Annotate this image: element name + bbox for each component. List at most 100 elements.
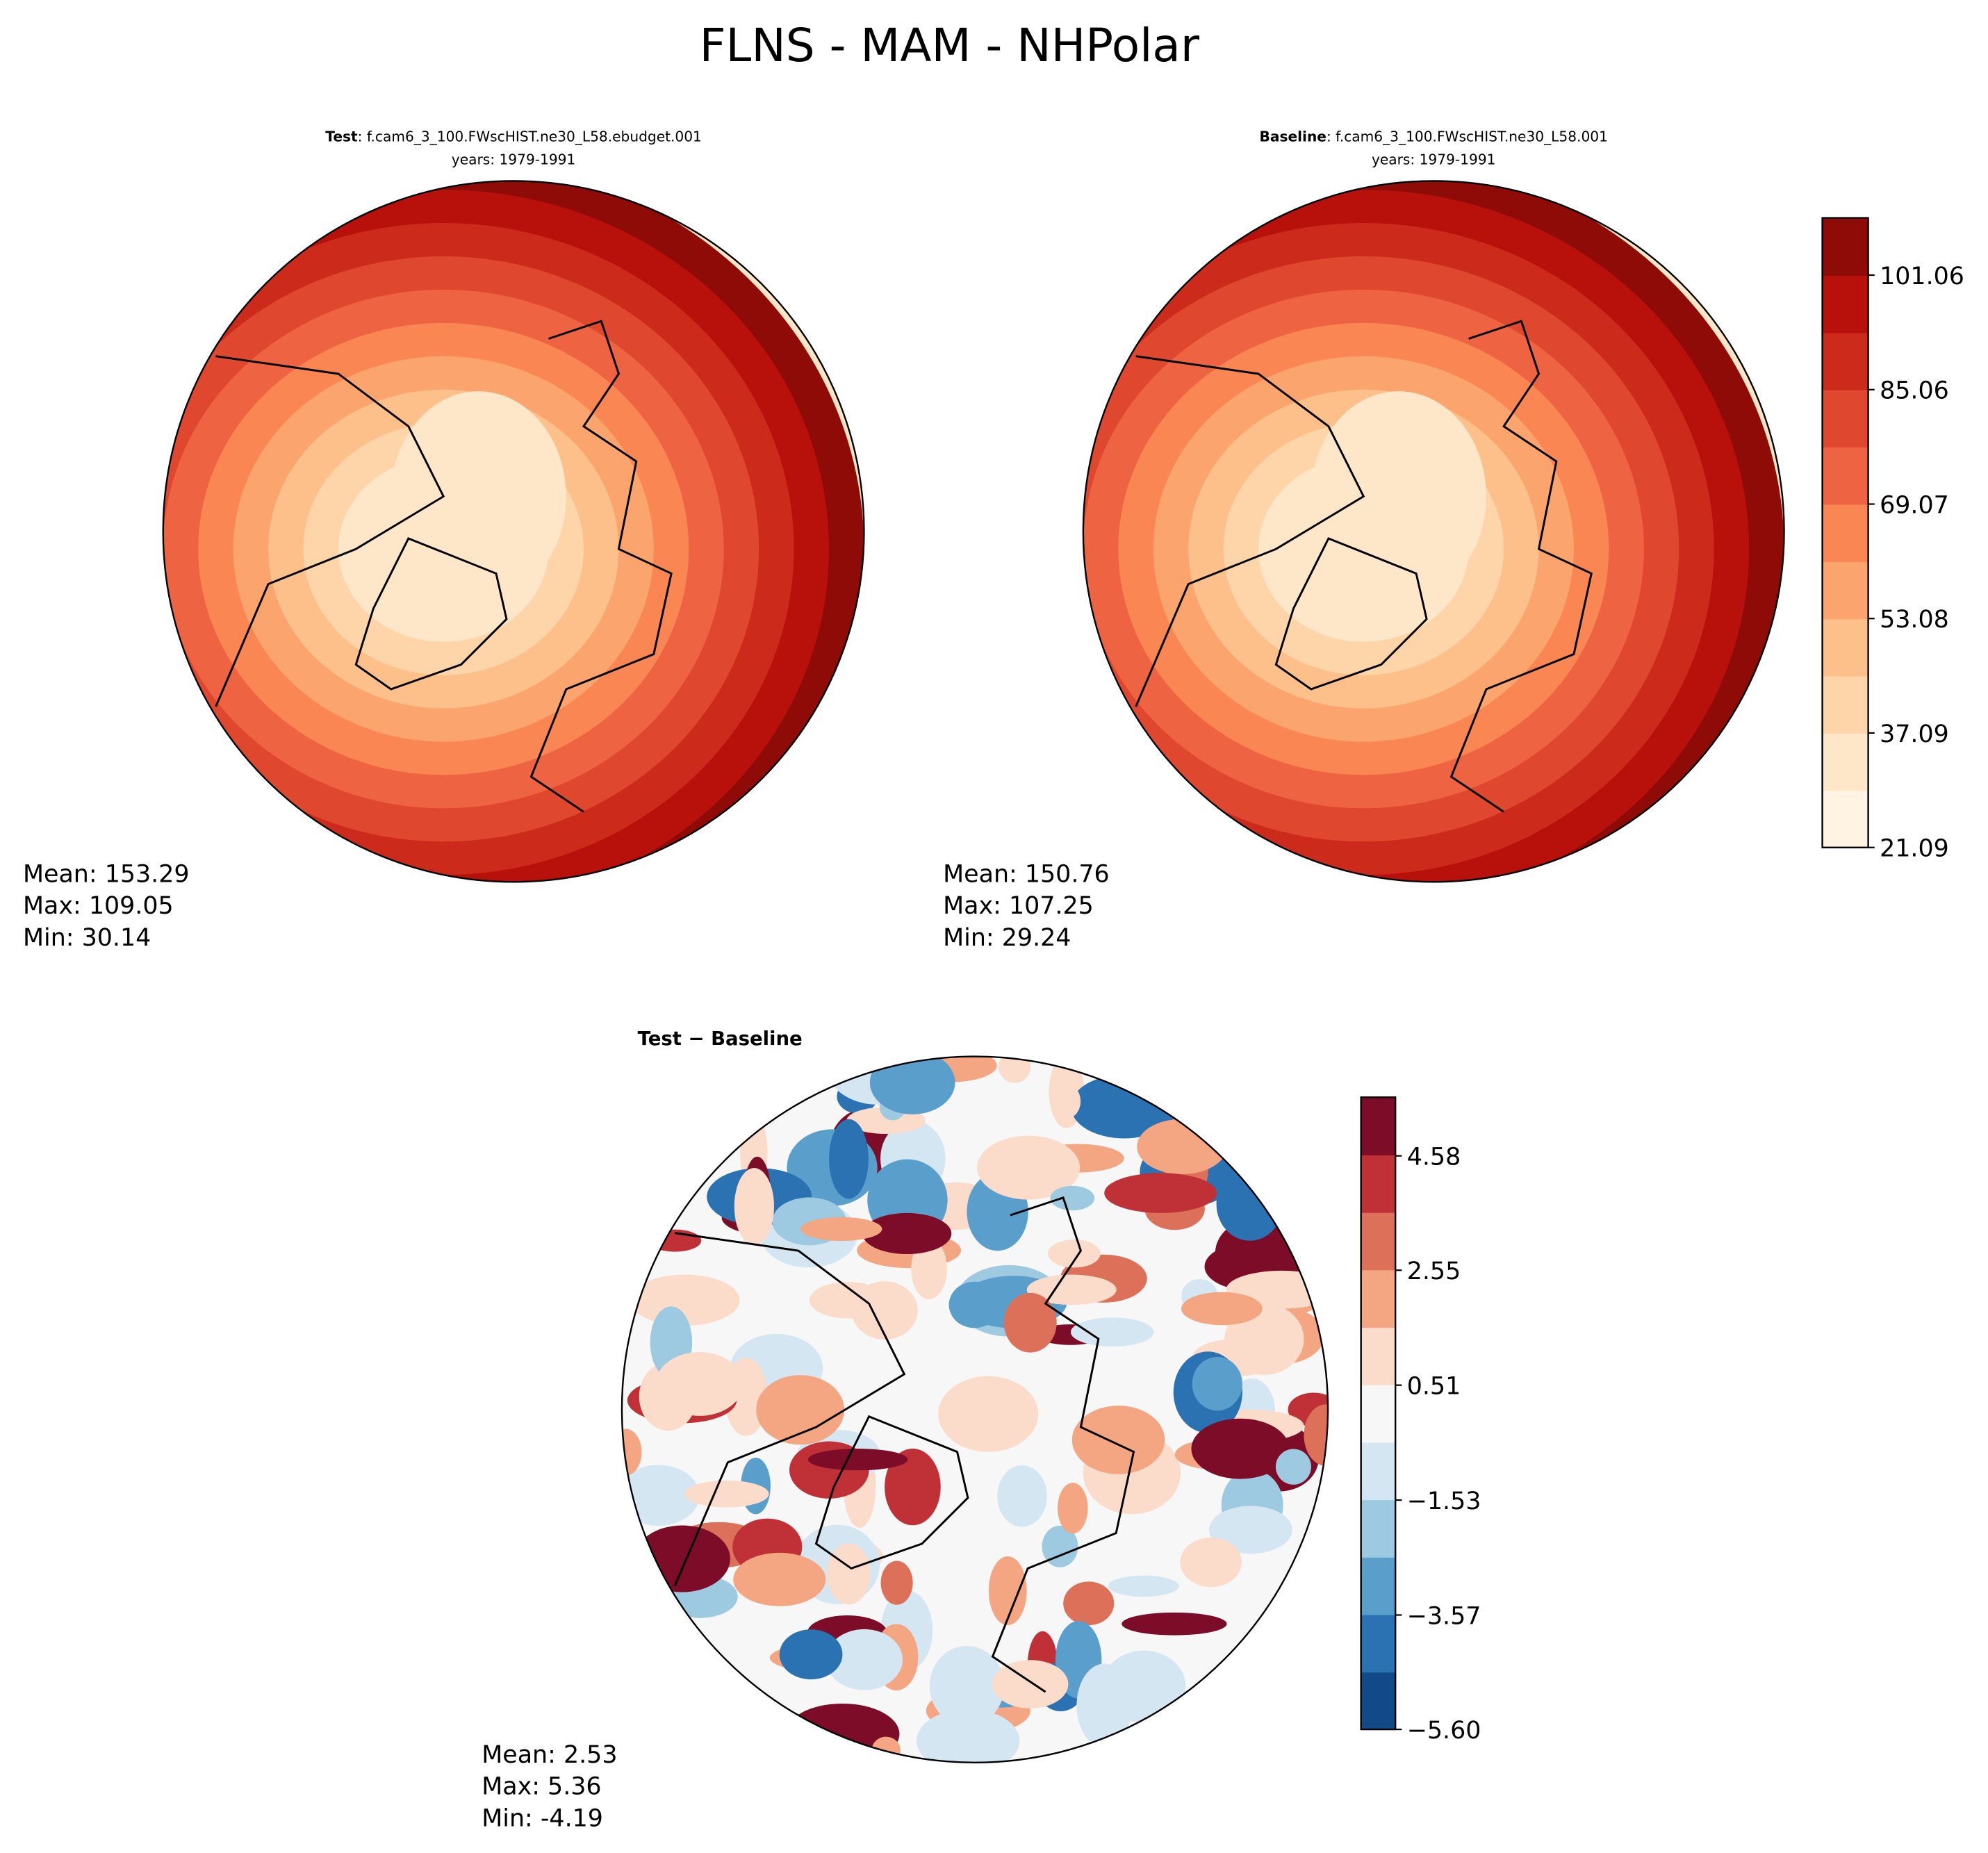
stat-line: Max: 109.05 <box>23 892 174 920</box>
contour-blob <box>1181 1292 1263 1326</box>
contour-blob <box>655 1352 744 1416</box>
colorbar-band <box>1361 1499 1396 1558</box>
coastline <box>1135 355 1365 707</box>
stat-label: Min: <box>943 924 994 952</box>
stat-line: Mean: 2.53 <box>482 1741 617 1769</box>
colorbar-band <box>1822 561 1868 620</box>
panel-case: : f.cam6_3_100.FWscHIST.ne30_L58.ebudget… <box>358 129 702 145</box>
stat-line: Min: 29.24 <box>943 924 1071 952</box>
stat-label: Min: <box>482 1804 533 1832</box>
colorbar-tick-label: 2.55 <box>1407 1258 1461 1285</box>
colorbar-tick-label: 85.06 <box>1880 377 1949 405</box>
coastline <box>215 355 445 707</box>
colorbar-band <box>1822 733 1868 791</box>
contour-blob <box>621 1428 642 1476</box>
coastline <box>673 1232 906 1587</box>
contour-blob <box>1042 1525 1078 1567</box>
stat-label: Max: <box>943 892 1001 920</box>
stat-value: -4.19 <box>541 1804 603 1832</box>
contour-blob <box>1051 1083 1081 1119</box>
stat-value: 29.24 <box>1002 924 1071 952</box>
contour-blob <box>1216 1167 1283 1241</box>
colorbar-band <box>1822 332 1868 390</box>
stat-label: Min: <box>23 924 74 952</box>
panel-years: years: 1979-1991 <box>452 151 576 168</box>
stat-value: 2.53 <box>564 1741 618 1769</box>
colorbar-band <box>1361 1212 1396 1271</box>
contour-blob <box>1137 1119 1227 1175</box>
contour-blob <box>929 1645 1005 1727</box>
contour-blob <box>630 1274 740 1326</box>
colorbar-band <box>1361 1097 1396 1155</box>
contour-blob <box>948 1281 1001 1328</box>
contour-blob <box>807 1449 908 1471</box>
map-boundary <box>1082 180 1785 883</box>
colorbar-band <box>1822 275 1868 333</box>
stat-line: Mean: 150.76 <box>943 860 1110 888</box>
contour-blob <box>827 1543 871 1605</box>
map-field <box>163 181 864 882</box>
stat-label: Mean: <box>23 860 97 888</box>
contour-blob <box>800 1217 882 1242</box>
contour-blob <box>988 1556 1027 1626</box>
coastline <box>814 1415 969 1570</box>
contour-blob <box>1304 1404 1329 1466</box>
contour-blob <box>1058 1483 1088 1534</box>
coastline <box>991 1196 1135 1693</box>
contour-blob <box>916 1708 1020 1763</box>
contour-blob <box>977 1135 1081 1200</box>
colorbar-band <box>1822 504 1868 562</box>
contour-blob <box>992 1660 1069 1708</box>
stat-line: Mean: 153.29 <box>23 860 190 888</box>
colorbar-tick-label: 69.07 <box>1880 491 1949 519</box>
contour-blob <box>733 1552 826 1606</box>
contour-blob <box>1275 1449 1311 1485</box>
coastline <box>529 320 673 813</box>
contour-blob <box>1108 1575 1179 1597</box>
map-field <box>1083 181 1784 882</box>
contour-blob <box>1209 1506 1292 1554</box>
contour-blob <box>621 1465 700 1526</box>
stat-value: 5.36 <box>548 1773 602 1801</box>
panel-years: years: 1979-1991 <box>1372 151 1496 168</box>
colorbar-tick-label: −5.60 <box>1407 1717 1481 1745</box>
colorbar-band <box>1361 1442 1396 1501</box>
contour-band <box>391 391 566 602</box>
contour-blob <box>829 1119 869 1199</box>
colorbar-outline <box>1821 217 1869 848</box>
panel-name: Baseline <box>1260 129 1326 145</box>
stat-label: Max: <box>482 1773 540 1801</box>
panel-title: Test: f.cam6_3_100.FWscHIST.ne30_L58.ebu… <box>325 129 702 145</box>
contour-blob <box>684 1480 769 1508</box>
stat-line: Max: 107.25 <box>943 892 1094 920</box>
contour-band <box>1311 391 1486 602</box>
contour-blob <box>779 1629 843 1680</box>
map-boundary <box>621 1055 1329 1763</box>
colorbar-band <box>1361 1384 1396 1443</box>
stat-line: Max: 5.36 <box>482 1773 601 1801</box>
panel-title: Test − Baseline <box>638 1028 803 1050</box>
stat-value: 109.05 <box>89 892 174 920</box>
contour-blob <box>1071 1406 1165 1474</box>
stat-label: Mean: <box>943 860 1017 888</box>
contour-blob <box>1063 1581 1115 1626</box>
stat-value: 150.76 <box>1025 860 1110 888</box>
colorbar-tick-label: 21.09 <box>1880 835 1949 863</box>
contour-blob <box>911 1239 947 1299</box>
colorbar-tick-label: −3.57 <box>1407 1602 1481 1630</box>
contour-blob <box>997 1465 1047 1527</box>
colorbar-band <box>1361 1556 1396 1615</box>
contour-blob <box>785 1703 900 1763</box>
colorbar-tick-label: 4.58 <box>1407 1143 1461 1171</box>
contour-blob <box>1048 1240 1101 1268</box>
stat-label: Mean: <box>482 1741 556 1769</box>
panel-title: Baseline: f.cam6_3_100.FWscHIST.ne30_L58… <box>1260 129 1608 145</box>
colorbar-band <box>1361 1614 1396 1673</box>
map-boundary <box>162 180 865 883</box>
map-field <box>621 1056 1329 1763</box>
panel-case: : f.cam6_3_100.FWscHIST.ne30_L58.001 <box>1326 129 1608 145</box>
contour-blob <box>1050 1185 1095 1211</box>
colorbar-band <box>1822 389 1868 448</box>
colorbar-tick-label: 101.06 <box>1880 263 1964 290</box>
